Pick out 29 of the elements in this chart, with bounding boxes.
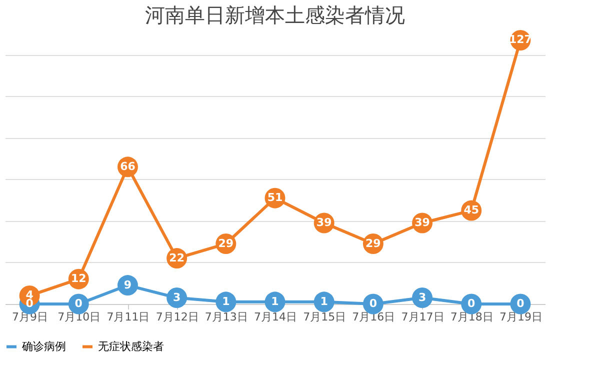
x-tick-label: 7月12日 — [156, 310, 199, 324]
data-label: 66 — [120, 160, 136, 173]
legend-label: 确诊病例 — [21, 340, 66, 353]
data-label: 0 — [468, 297, 476, 310]
chart-title: 河南单日新增本土感染者情况 — [145, 2, 405, 27]
x-tick-label: 7月14日 — [254, 310, 297, 324]
x-tick-label: 7月13日 — [204, 310, 248, 324]
data-label: 22 — [169, 251, 184, 264]
data-label: 1 — [271, 294, 279, 308]
data-label: 1 — [320, 294, 328, 308]
data-label: 0 — [369, 297, 378, 310]
data-label: 12 — [70, 272, 86, 286]
legend-label: 无症状感染者 — [98, 340, 164, 353]
x-tick-label: 7月15日 — [303, 310, 346, 324]
x-tick-label: 7月17日 — [401, 310, 444, 324]
data-label: 45 — [464, 204, 480, 217]
data-label: 3 — [418, 290, 426, 304]
data-label: 3 — [172, 290, 181, 304]
x-tick-label: 7月11日 — [106, 310, 150, 324]
data-label: 29 — [218, 236, 234, 250]
data-label: 1 — [222, 294, 230, 308]
data-label: 9 — [124, 278, 132, 292]
data-label: 127 — [508, 33, 532, 46]
data-label: 0 — [74, 297, 83, 310]
data-label: 29 — [366, 236, 381, 250]
data-label: 39 — [316, 216, 332, 229]
data-label: 0 — [516, 297, 525, 310]
data-label: 51 — [267, 191, 283, 204]
data-label: 39 — [414, 216, 430, 229]
